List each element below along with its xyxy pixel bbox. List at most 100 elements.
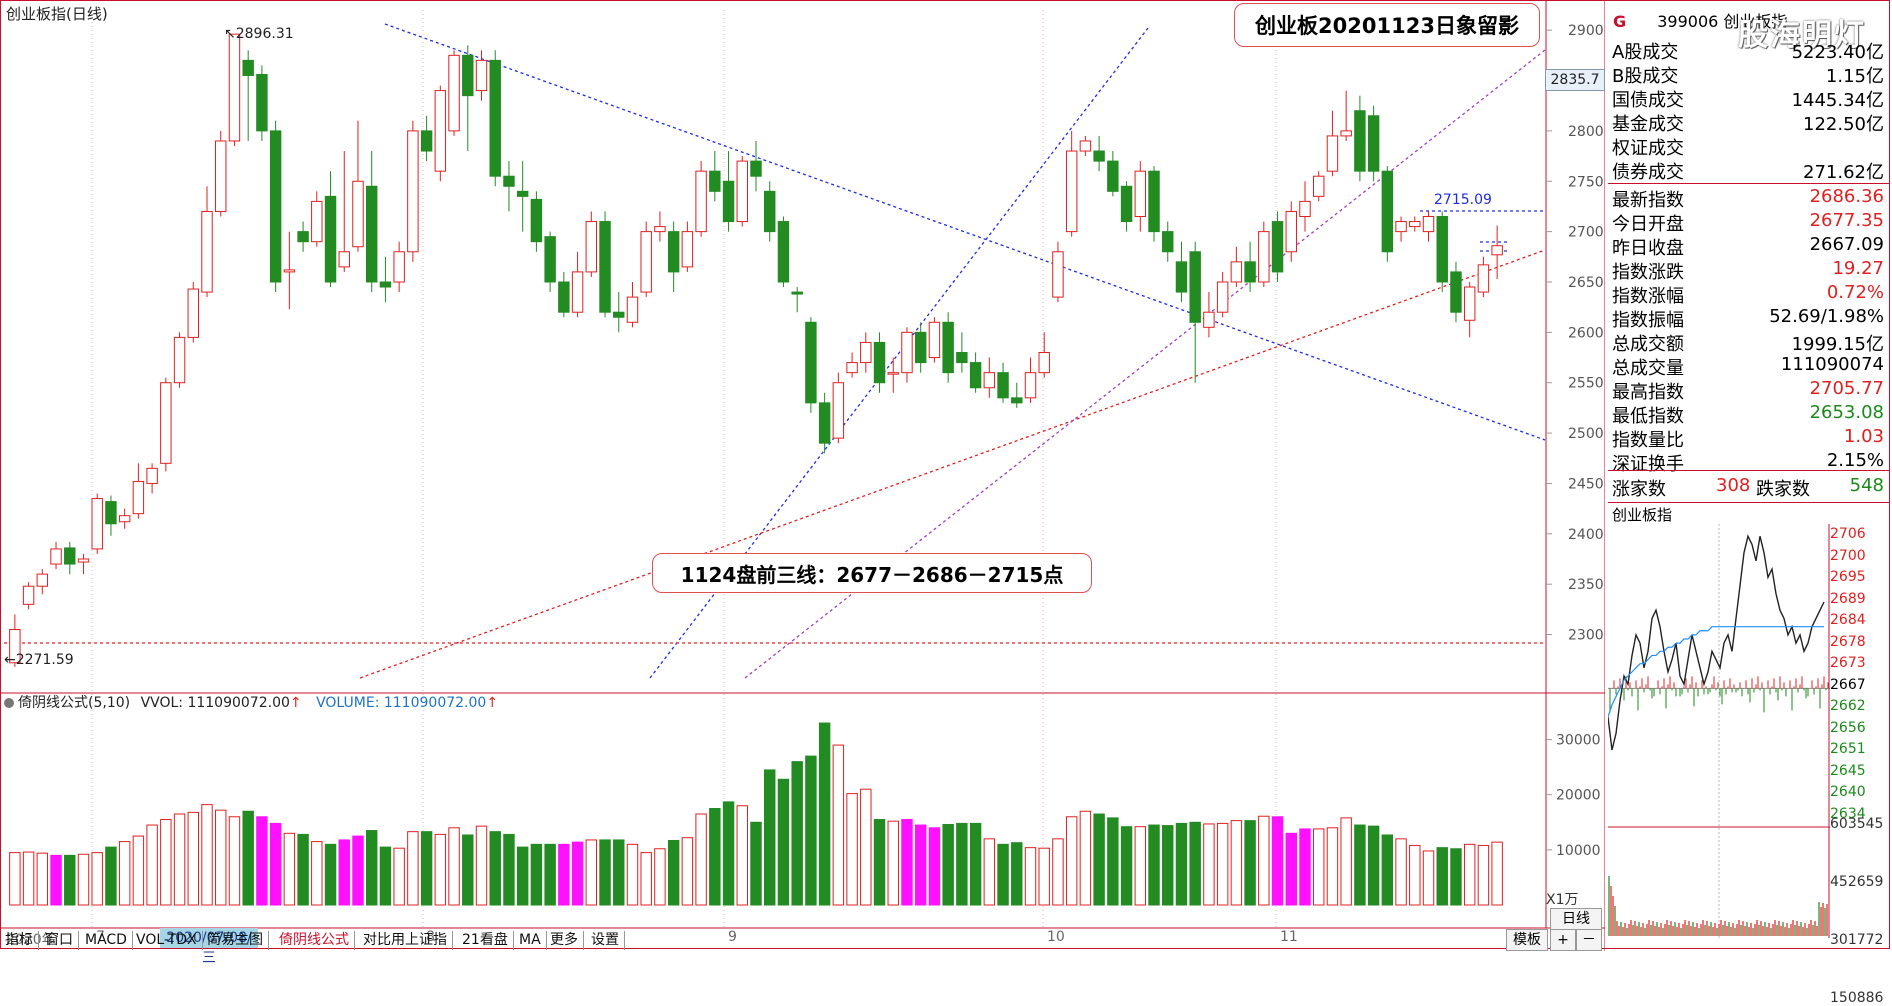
volume-bar bbox=[544, 843, 556, 906]
candle bbox=[1162, 221, 1174, 262]
template-button[interactable]: 模板 bbox=[1506, 929, 1548, 951]
volume-bar bbox=[1079, 810, 1092, 906]
zoom-out-button[interactable]: － bbox=[1576, 929, 1602, 951]
stat-row: 指数量比 1.03 bbox=[1612, 426, 1884, 451]
candle bbox=[365, 151, 378, 293]
stat-row: 指数涨跌 19.27 bbox=[1612, 258, 1884, 283]
volume-bar bbox=[530, 843, 543, 906]
x-label-aug: 8 bbox=[426, 929, 435, 945]
watermark: 股海明灯 bbox=[1738, 18, 1866, 53]
avg-line bbox=[1608, 626, 1824, 718]
stat-row: 总成交量 111090074 bbox=[1612, 354, 1884, 379]
volume-bar bbox=[1340, 817, 1352, 906]
candle bbox=[173, 332, 186, 388]
volume-bar bbox=[1065, 816, 1078, 906]
trendline-red bbox=[359, 249, 1546, 679]
tab-macd[interactable]: MACD bbox=[80, 931, 133, 950]
x-label-jul: 7 bbox=[96, 929, 105, 945]
candle bbox=[1216, 271, 1229, 318]
zoom-in-button[interactable]: + bbox=[1550, 929, 1576, 951]
candle bbox=[1436, 211, 1448, 293]
volume-bar bbox=[1271, 816, 1284, 906]
candle bbox=[489, 50, 501, 187]
stat-row: 昨日收盘 2667.09 bbox=[1612, 234, 1884, 259]
volume-bar bbox=[269, 822, 282, 906]
volume-bar bbox=[777, 778, 790, 906]
volume-bar bbox=[1175, 822, 1188, 906]
x-label-sep: 9 bbox=[728, 929, 737, 945]
volume-bar bbox=[887, 820, 899, 906]
intraday-price-tick: 2640 bbox=[1830, 784, 1866, 800]
candle bbox=[613, 292, 625, 333]
arrow-icon: ← bbox=[4, 652, 16, 668]
volume-bar bbox=[654, 848, 666, 906]
intraday-price-tick: 2651 bbox=[1830, 741, 1866, 757]
candle bbox=[805, 317, 817, 413]
stat-row: 最低指数 2653.08 bbox=[1612, 402, 1884, 427]
volume-bar bbox=[1052, 838, 1064, 906]
volume-bar bbox=[352, 835, 364, 906]
window-frame bbox=[0, 0, 1890, 949]
line-label: 2715.09 bbox=[1434, 192, 1492, 208]
candle bbox=[846, 352, 858, 378]
volume-bar bbox=[860, 788, 872, 906]
intraday-volume-tick: 301772 bbox=[1830, 932, 1884, 948]
volume-bar bbox=[1463, 843, 1476, 906]
candle bbox=[928, 317, 941, 363]
annotation-title: 创业板20201123日象留影 bbox=[1234, 3, 1540, 47]
candle bbox=[1422, 211, 1435, 242]
tab-settings[interactable]: 设置 bbox=[586, 931, 625, 950]
candle bbox=[640, 221, 652, 298]
candle bbox=[50, 541, 62, 570]
volume-bar bbox=[448, 827, 460, 906]
high-marker: ↖2896.31 bbox=[224, 26, 294, 42]
volume-bar bbox=[242, 810, 254, 906]
candle bbox=[1107, 151, 1119, 197]
tab-compare-sh[interactable]: 对比用上证指 bbox=[358, 931, 453, 950]
volume-bar bbox=[1011, 842, 1023, 906]
volume-bar bbox=[1189, 821, 1201, 906]
candle bbox=[722, 151, 735, 232]
tab-simple-main[interactable]: 简易主图 bbox=[202, 931, 269, 950]
volume-bar bbox=[146, 824, 158, 906]
volume-bar bbox=[818, 722, 831, 906]
rise-count: 308 bbox=[1716, 475, 1751, 496]
volume-bar bbox=[1230, 820, 1243, 906]
volume-bar bbox=[462, 834, 474, 906]
intraday-chart[interactable] bbox=[1608, 524, 1830, 938]
volume-bar bbox=[1409, 844, 1421, 906]
candle bbox=[1477, 256, 1490, 298]
tab-21-watch[interactable]: 21看盘 bbox=[457, 931, 514, 950]
candle bbox=[530, 191, 543, 252]
candle bbox=[1491, 225, 1503, 279]
y-tick-label: 2600 bbox=[1568, 325, 1604, 341]
volume-bar bbox=[91, 852, 103, 906]
candle bbox=[997, 362, 1009, 403]
period-button[interactable]: 日线 bbox=[1550, 908, 1602, 930]
volume-bar bbox=[338, 839, 350, 906]
tab-vol-tdx[interactable]: VOL-TDX bbox=[131, 931, 203, 950]
candle bbox=[1052, 241, 1064, 303]
volume-bar bbox=[599, 839, 611, 906]
tab-indicator[interactable]: 指标 bbox=[0, 931, 39, 950]
candle bbox=[599, 211, 611, 318]
volume-bar bbox=[640, 852, 652, 906]
candle bbox=[311, 191, 323, 247]
volume-bar bbox=[571, 841, 584, 906]
volume-bar bbox=[983, 838, 996, 906]
tab-window[interactable]: 窗口 bbox=[40, 931, 79, 950]
tab-more[interactable]: 更多 bbox=[545, 931, 584, 950]
volume-bar bbox=[1203, 823, 1215, 906]
tab-yinline-formula[interactable]: 倚阴线公式 bbox=[274, 931, 355, 950]
quote-row: A股成交 5223.40亿 bbox=[1612, 42, 1884, 63]
candle bbox=[544, 231, 556, 293]
candle bbox=[1134, 161, 1147, 232]
volume-bar bbox=[1477, 844, 1490, 906]
candle bbox=[1395, 216, 1407, 242]
volume-bar bbox=[407, 831, 419, 906]
tab-ma[interactable]: MA bbox=[514, 931, 547, 950]
intraday-price-tick: 2695 bbox=[1830, 569, 1866, 585]
candle bbox=[393, 241, 405, 293]
intraday-price-tick: 2667 bbox=[1830, 676, 1866, 693]
